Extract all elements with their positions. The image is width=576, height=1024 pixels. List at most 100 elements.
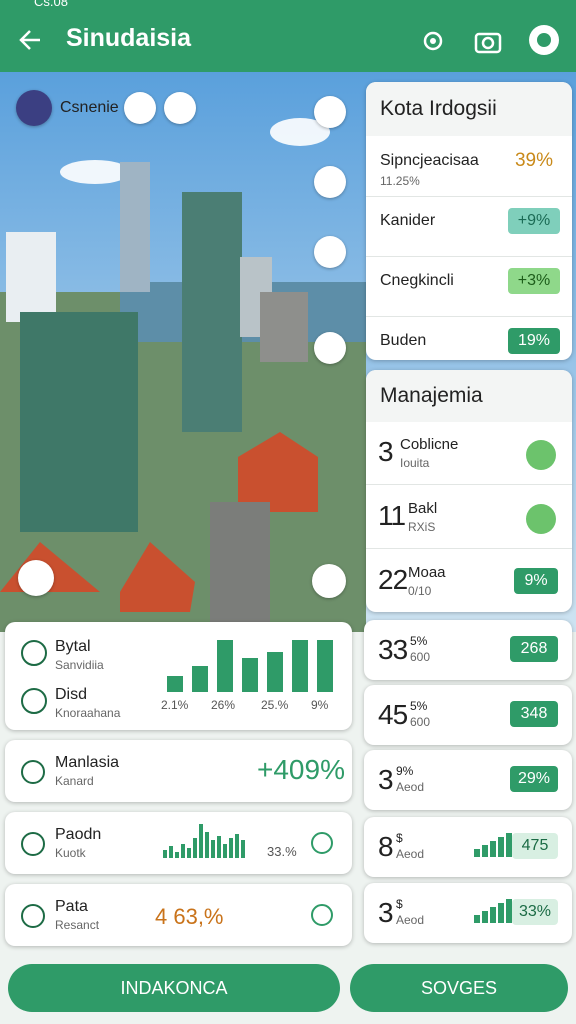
row-label: Kanider — [380, 212, 436, 229]
row-label: Moaa — [408, 564, 446, 581]
stat-sublabel: 600 — [410, 715, 431, 729]
stat-unit: $ — [396, 897, 403, 911]
chart-bar — [217, 836, 221, 858]
chart-label: 9% — [311, 698, 329, 712]
stat-number: 33 — [378, 634, 408, 665]
chart-label: 2.1% — [161, 698, 189, 712]
tower — [182, 192, 242, 432]
chart-bar — [482, 845, 488, 857]
card-icon — [21, 904, 45, 928]
item-sublabel: Sanvidiia — [55, 658, 104, 672]
card-label: Paodn — [55, 826, 102, 843]
chart-bar — [498, 837, 504, 857]
settings-button[interactable] — [420, 28, 446, 54]
stat-unit: 5% — [410, 699, 428, 713]
cloud — [270, 118, 330, 146]
stat-value: 33% — [512, 899, 558, 925]
screen-title: Sinudaisia — [66, 24, 192, 52]
chart-bar — [217, 640, 233, 692]
row-value: 19% — [508, 328, 560, 354]
secondary-button[interactable]: SOVGES — [350, 964, 568, 1012]
chart-bar — [241, 840, 245, 858]
primary-button[interactable]: INDAKONCA — [8, 964, 340, 1012]
roof — [238, 432, 318, 512]
building — [120, 162, 150, 292]
camera-button[interactable] — [474, 28, 502, 54]
chart-bar — [490, 841, 496, 857]
summary-card: Manlasia Kanard +409% — [5, 740, 352, 802]
chart-bar — [229, 838, 233, 858]
city-panel: Kota Irdogsii Sipncjeacisaa 11.25% 39% Kanid… — [366, 82, 572, 360]
stat-number: 3 — [378, 764, 394, 795]
stat-card: 3 9% Aeod 29% — [364, 750, 572, 810]
row-value: 9% — [514, 568, 558, 594]
card-icon — [21, 760, 45, 784]
panel-header: Kota Irdogsii — [366, 82, 572, 136]
map-icon[interactable] — [312, 564, 346, 598]
top-bar — [0, 0, 576, 72]
stat-value: 268 — [510, 636, 558, 662]
map-icon[interactable] — [314, 166, 346, 198]
item-label: Disd — [55, 686, 88, 703]
row-value: 39% — [514, 150, 554, 171]
row-icon[interactable] — [526, 440, 556, 470]
cloud — [60, 160, 130, 184]
card-label: Manlasia — [55, 754, 120, 771]
item-icon — [21, 640, 47, 666]
chart-bar — [317, 640, 333, 692]
map-icon[interactable] — [314, 96, 346, 128]
row-label: Buden — [380, 332, 427, 349]
map-icon[interactable] — [18, 560, 54, 596]
chart-bar — [490, 907, 496, 923]
status-time: Cs.08 — [34, 0, 68, 9]
road — [210, 502, 270, 632]
map-icon[interactable] — [314, 236, 346, 268]
stat-card: 8 $ Aeod 475 — [364, 817, 572, 877]
row-label: Coblicne — [400, 436, 459, 453]
map-icon[interactable] — [124, 92, 156, 124]
card-action[interactable] — [311, 832, 333, 854]
chart-bar — [199, 824, 203, 858]
row-sublabel: 0/10 — [408, 584, 432, 598]
building — [260, 292, 308, 362]
row-label: Bakl — [408, 500, 438, 517]
item-label: Bytal — [55, 638, 91, 655]
profile-button[interactable] — [528, 24, 560, 56]
row-label: Sipncjeacisaa — [380, 152, 479, 169]
stat-card: 3 $ Aeod 33% — [364, 883, 572, 943]
map-icon[interactable] — [314, 332, 346, 364]
chart-bar — [187, 848, 191, 858]
back-button[interactable] — [18, 28, 44, 52]
card-value: 33.% — [267, 844, 297, 859]
chart-bar — [205, 832, 209, 858]
stat-number: 8 — [378, 831, 394, 862]
stat-value: 348 — [510, 701, 558, 727]
management-panel: Manajemia 3 Coblicne Iouita 11 Bakl RXiS 22 Moaa… — [366, 370, 572, 612]
card-value: +409% — [257, 754, 345, 785]
chart-bar — [192, 666, 208, 692]
chart-bar — [163, 850, 167, 858]
card-sublabel: Kuotk — [55, 846, 86, 860]
stat-sublabel: 600 — [410, 650, 431, 664]
chart-bar — [498, 903, 504, 923]
row-number: 22 — [378, 564, 408, 595]
summary-card: Bytal Sanvidiia Disd Knoraahana 2.1% 26% 25.% 9… — [5, 622, 352, 730]
row-sublabel: 11.25% — [380, 174, 420, 188]
map-icon[interactable] — [164, 92, 196, 124]
city-emblem — [16, 90, 52, 126]
stat-number: 45 — [378, 699, 408, 730]
chart-bar — [169, 846, 173, 858]
row-value: +3% — [508, 268, 560, 294]
card-action[interactable] — [311, 904, 333, 926]
chart-bar — [223, 844, 227, 858]
item-sublabel: Knoraahana — [55, 706, 121, 720]
divider — [366, 196, 572, 197]
chart-bar — [482, 911, 488, 923]
stat-unit: $ — [396, 831, 403, 845]
stat-value: 475 — [512, 833, 558, 859]
row-value: +9% — [508, 208, 560, 234]
row-icon[interactable] — [526, 504, 556, 534]
chart-bar — [267, 652, 283, 692]
divider — [366, 316, 572, 317]
